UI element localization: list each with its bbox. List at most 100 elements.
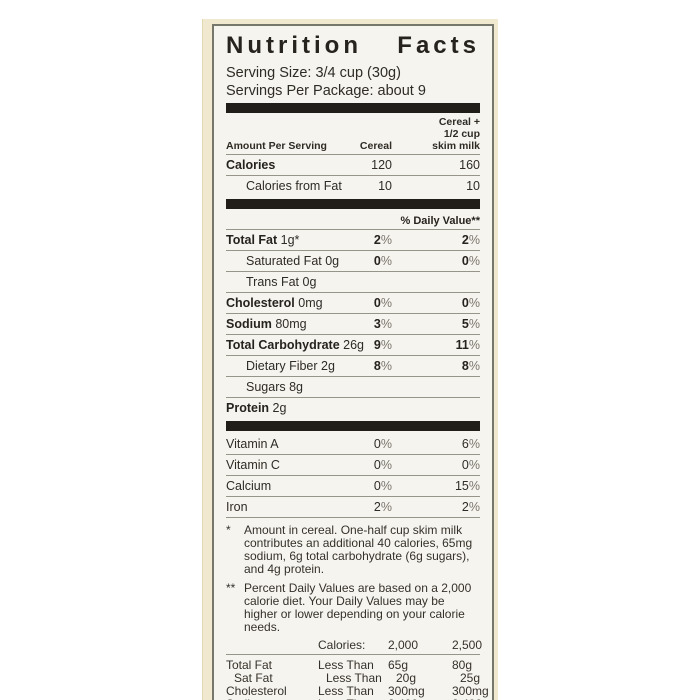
cereal-plus-milk-line1: Cereal + <box>438 116 480 128</box>
footnote-cereal-text: Amount in cereal. One-half cup skim milk… <box>244 523 473 576</box>
row-iron-milk-value: 2% <box>461 500 480 514</box>
dv-row-sat-fat: Sat Fat Less Than 20g 25g <box>226 672 480 685</box>
row-total-fat-amount: 1g* <box>280 233 300 247</box>
row-vitamin-a-milk-value: 6% <box>461 437 480 451</box>
row-total-carbohydrate-cereal-value: 9% <box>373 338 392 352</box>
row-vitamin-c-label: Vitamin C <box>226 458 280 472</box>
row-saturated-fat-milk-value: 0% <box>461 254 480 268</box>
row-iron-label: Iron <box>226 500 248 514</box>
row-cholesterol-cereal-value: 0% <box>373 296 392 310</box>
row-calories-cereal-value: 120 <box>371 158 392 172</box>
title-word-facts: Facts <box>397 32 480 59</box>
dv-table-2500-header: 2,500 <box>452 638 483 652</box>
dv-table-2000-header: 2,000 <box>388 638 419 652</box>
dv-row-sat-fat-qualifier: Less Than <box>326 671 382 685</box>
cereal-plus-milk-column-header: Cereal + 1/2 cup skim milk <box>392 116 480 152</box>
dv-row-sodium-qualifier: Less Than <box>318 698 388 700</box>
cereal-plus-milk-line3: skim milk <box>432 140 480 152</box>
row-vitamin-c-milk-value: 0% <box>461 458 480 472</box>
row-total-carbohydrate-label: Total Carbohydrate <box>226 338 340 352</box>
row-sodium: Sodium 80mg 3% 5% <box>226 314 480 335</box>
dv-row-sodium-2000: 2,400mg <box>388 698 452 700</box>
row-trans-fat-label: Trans Fat <box>246 275 300 289</box>
row-calcium-cereal-value: 0% <box>373 479 392 493</box>
row-calories-from-fat-label: Calories from Fat <box>246 179 342 193</box>
footnote-cereal-note: * Amount in cereal. One-half cup skim mi… <box>226 524 480 576</box>
row-calories: Calories 120 160 <box>226 155 480 176</box>
row-iron: Iron 2% 2% <box>226 497 480 518</box>
row-calories-from-fat-milk-value: 10 <box>466 179 480 193</box>
cereal-column-header: Cereal <box>359 140 392 152</box>
serving-size-line: Serving Size: 3/4 cup (30g) <box>226 65 401 81</box>
footnote-daily-value-text: Percent Daily Values are based on a 2,00… <box>244 581 472 634</box>
dv-row-total-fat-name: Total Fat <box>226 658 273 672</box>
divider-bar-top <box>226 103 480 113</box>
row-cholesterol: Cholesterol 0mg 0% 0% <box>226 293 480 314</box>
row-dietary-fiber: Dietary Fiber 2g 8% 8% <box>226 356 480 377</box>
dv-row-sat-fat-name: Sat Fat <box>234 671 273 685</box>
row-protein-amount: 2g <box>272 401 287 415</box>
dv-row-total-fat: Total Fat Less Than 65g 80g <box>226 659 480 672</box>
row-total-carbohydrate-amount: 26g <box>343 338 365 352</box>
amount-per-serving-header: Amount Per Serving <box>226 140 327 152</box>
dv-row-sat-fat-2000: 20g <box>396 671 417 685</box>
row-total-carbohydrate: Total Carbohydrate 26g 9% 11% <box>226 335 480 356</box>
row-total-fat-label: Total Fat <box>226 233 278 247</box>
row-total-fat-cereal-value: 2% <box>373 233 392 247</box>
row-calcium-label: Calcium <box>226 479 272 493</box>
row-calories-milk-value: 160 <box>459 158 480 172</box>
row-dietary-fiber-label: Dietary Fiber <box>246 359 318 373</box>
row-total-fat: Total Fat 1g* 2% 2% <box>226 230 480 251</box>
row-iron-cereal-value: 2% <box>373 500 392 514</box>
row-sodium-label: Sodium <box>226 317 272 331</box>
row-total-carbohydrate-milk-value: 11% <box>455 338 480 352</box>
column-header-row: Amount Per Serving Cereal Cereal + 1/2 c… <box>226 116 480 155</box>
row-dietary-fiber-amount: 2g <box>321 359 335 373</box>
footnote-daily-value-note: ** Percent Daily Values are based on a 2… <box>226 582 480 634</box>
row-cholesterol-label: Cholesterol <box>226 296 295 310</box>
cereal-plus-milk-line2: 1/2 cup <box>443 128 480 140</box>
row-sodium-milk-value: 5% <box>461 317 480 331</box>
row-saturated-fat-label: Saturated Fat <box>246 254 322 268</box>
row-sugars-label: Sugars <box>246 380 286 394</box>
row-calcium-milk-value: 15% <box>454 479 480 493</box>
row-calories-from-fat: Calories from Fat 10 10 <box>226 176 480 196</box>
row-trans-fat-amount: 0g <box>302 275 317 289</box>
divider-bar-bottom <box>226 421 480 431</box>
dv-row-total-fat-qualifier: Less Than <box>318 658 374 672</box>
row-calories-from-fat-cereal-value: 10 <box>378 179 392 193</box>
row-dietary-fiber-milk-value: 8% <box>461 359 480 373</box>
row-calories-label: Calories <box>226 158 276 172</box>
dv-table-header-row: Calories: 2,000 2,500 <box>226 638 483 655</box>
nutrition-facts-label: Nutrition Facts Serving Size: 3/4 cup (3… <box>212 24 499 700</box>
row-calcium: Calcium 0% 15% <box>226 476 480 497</box>
label-title: Nutrition Facts <box>226 30 480 64</box>
dv-row-total-fat-2000: 65g <box>388 658 409 672</box>
title-word-nutrition: Nutrition <box>226 32 362 59</box>
dv-row-sodium-name: Sodium <box>226 698 318 700</box>
dv-row-sat-fat-2500: 25g <box>460 671 481 685</box>
dv-row-cholesterol-name: Cholesterol <box>226 684 287 698</box>
row-sodium-amount: 80mg <box>275 317 307 331</box>
package-edge: Nutrition Facts Serving Size: 3/4 cup (3… <box>202 19 499 700</box>
row-vitamin-a: Vitamin A 0% 6% <box>226 434 480 455</box>
row-sodium-cereal-value: 3% <box>373 317 392 331</box>
dv-row-sodium-2500: 2,400mg <box>452 698 499 700</box>
dv-row-cholesterol-2000: 300mg <box>388 684 425 698</box>
dv-row-cholesterol: Cholesterol Less Than 300mg 300mg <box>226 684 489 698</box>
dv-row-sodium: Sodium Less Than 2,400mg 2,400mg <box>226 698 499 700</box>
footnote-cereal-marker: * <box>226 523 231 537</box>
dv-row-cholesterol-2500: 300mg <box>452 684 489 698</box>
row-cholesterol-amount: 0mg <box>298 296 323 310</box>
row-dietary-fiber-cereal-value: 8% <box>373 359 392 373</box>
row-vitamin-a-label: Vitamin A <box>226 437 279 451</box>
row-protein: Protein 2g <box>226 398 480 418</box>
servings-per-package-line: Servings Per Package: about 9 <box>226 83 426 99</box>
row-saturated-fat-cereal-value: 0% <box>373 254 392 268</box>
row-cholesterol-milk-value: 0% <box>461 296 480 310</box>
row-trans-fat: Trans Fat 0g <box>226 272 480 293</box>
footnote-daily-value-marker: ** <box>226 581 236 595</box>
row-vitamin-c-cereal-value: 0% <box>373 458 392 472</box>
row-saturated-fat: Saturated Fat 0g 0% 0% <box>226 251 480 272</box>
